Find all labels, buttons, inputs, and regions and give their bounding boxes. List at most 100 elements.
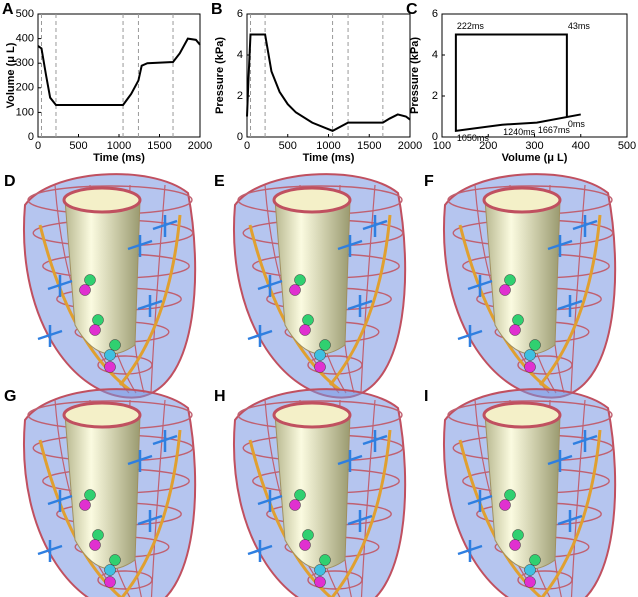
mesh-meridian bbox=[360, 399, 376, 597]
vector-glyph bbox=[137, 295, 163, 317]
vector-glyph bbox=[37, 540, 63, 562]
vector-glyph bbox=[547, 235, 573, 257]
fibre bbox=[328, 214, 392, 386]
marker-sphere bbox=[314, 349, 326, 361]
vector-glyph bbox=[127, 450, 153, 472]
y-axis-label: Volume (μ L) bbox=[5, 42, 17, 108]
fibre bbox=[540, 429, 602, 597]
marker-sphere bbox=[314, 564, 326, 576]
y-tick-label: 400 bbox=[16, 33, 34, 45]
marker-sphere bbox=[104, 349, 116, 361]
panel-label: E bbox=[214, 173, 225, 190]
marker-sphere bbox=[509, 324, 521, 336]
marker-sphere bbox=[509, 539, 521, 551]
fibre bbox=[330, 429, 392, 597]
x-tick-label: 100 bbox=[433, 140, 451, 152]
marker-sphere bbox=[294, 274, 306, 286]
y-tick-label: 0 bbox=[237, 131, 243, 143]
mesh-meridian bbox=[570, 399, 586, 597]
vector-glyph bbox=[247, 325, 273, 347]
marker-sphere bbox=[524, 349, 536, 361]
point-label: 43ms bbox=[568, 21, 591, 31]
x-tick-label: 500 bbox=[618, 140, 636, 152]
fibre bbox=[120, 429, 182, 597]
endo-rim bbox=[482, 401, 562, 429]
heart-render bbox=[22, 388, 197, 597]
marker-sphere bbox=[319, 554, 331, 566]
point-label: 222ms bbox=[457, 21, 485, 31]
marker-sphere bbox=[524, 576, 536, 588]
fibre bbox=[118, 214, 182, 386]
y-tick-label: 300 bbox=[16, 57, 34, 69]
vector-glyph bbox=[547, 450, 573, 472]
vector-glyph bbox=[37, 325, 63, 347]
vector-glyph bbox=[127, 235, 153, 257]
marker-sphere bbox=[104, 361, 116, 373]
mesh-meridian bbox=[150, 184, 166, 394]
marker-sphere bbox=[529, 339, 541, 351]
vector-glyph bbox=[557, 295, 583, 317]
x-tick-label: 0 bbox=[244, 140, 250, 152]
plot-frame bbox=[37, 13, 201, 138]
heart-render bbox=[442, 388, 617, 597]
x-tick-label: 2000 bbox=[398, 140, 422, 152]
marker-sphere bbox=[294, 489, 306, 501]
panel-label: C bbox=[406, 1, 418, 18]
y-tick-label: 4 bbox=[237, 49, 243, 61]
marker-sphere bbox=[512, 529, 524, 541]
vector-glyph bbox=[572, 215, 598, 237]
marker-sphere bbox=[92, 314, 104, 326]
marker-sphere bbox=[524, 564, 536, 576]
heart-render bbox=[232, 388, 407, 597]
endo-rim bbox=[62, 401, 142, 429]
marker-sphere bbox=[84, 274, 96, 286]
marker-sphere bbox=[104, 564, 116, 576]
vector-glyph bbox=[467, 490, 493, 512]
vector-glyph bbox=[152, 215, 178, 237]
y-tick-label: 200 bbox=[16, 82, 34, 94]
vector-glyph bbox=[457, 325, 483, 347]
vector-glyph bbox=[457, 540, 483, 562]
marker-sphere bbox=[504, 274, 516, 286]
marker-sphere bbox=[512, 314, 524, 326]
y-tick-label: 6 bbox=[432, 8, 438, 20]
marker-sphere bbox=[104, 576, 116, 588]
marker-sphere bbox=[109, 554, 121, 566]
endo-rim bbox=[482, 186, 562, 214]
vector-glyph bbox=[347, 295, 373, 317]
vector-glyph bbox=[337, 235, 363, 257]
vector-glyph bbox=[347, 510, 373, 532]
vector-glyph bbox=[557, 510, 583, 532]
marker-sphere bbox=[524, 361, 536, 373]
y-tick-label: 4 bbox=[432, 49, 438, 61]
panel-label: F bbox=[424, 173, 434, 190]
marker-sphere bbox=[299, 539, 311, 551]
marker-sphere bbox=[79, 499, 91, 511]
heart-render bbox=[22, 173, 197, 399]
plot-frame bbox=[441, 13, 628, 138]
marker-sphere bbox=[299, 324, 311, 336]
x-tick-label: 500 bbox=[69, 140, 87, 152]
vector-glyph bbox=[47, 490, 73, 512]
marker-sphere bbox=[314, 576, 326, 588]
endo-rim bbox=[62, 186, 142, 214]
point-label: 0ms bbox=[568, 119, 586, 129]
data-line bbox=[37, 37, 201, 107]
x-tick-label: 1000 bbox=[107, 140, 131, 152]
vector-glyph bbox=[247, 540, 273, 562]
data-line bbox=[454, 33, 581, 132]
mesh-meridian bbox=[360, 184, 376, 394]
mesh-meridian bbox=[150, 399, 166, 597]
x-tick-label: 500 bbox=[279, 140, 297, 152]
data-line bbox=[246, 33, 411, 132]
x-tick-label: 2000 bbox=[188, 140, 212, 152]
vector-glyph bbox=[257, 490, 283, 512]
x-axis-label: Time (ms) bbox=[303, 152, 355, 164]
panel-label: G bbox=[4, 388, 16, 405]
heart-render bbox=[442, 173, 617, 399]
x-tick-label: 200 bbox=[479, 140, 497, 152]
fibre bbox=[538, 214, 602, 386]
vector-glyph bbox=[362, 430, 388, 452]
marker-sphere bbox=[89, 539, 101, 551]
vector-glyph bbox=[572, 430, 598, 452]
